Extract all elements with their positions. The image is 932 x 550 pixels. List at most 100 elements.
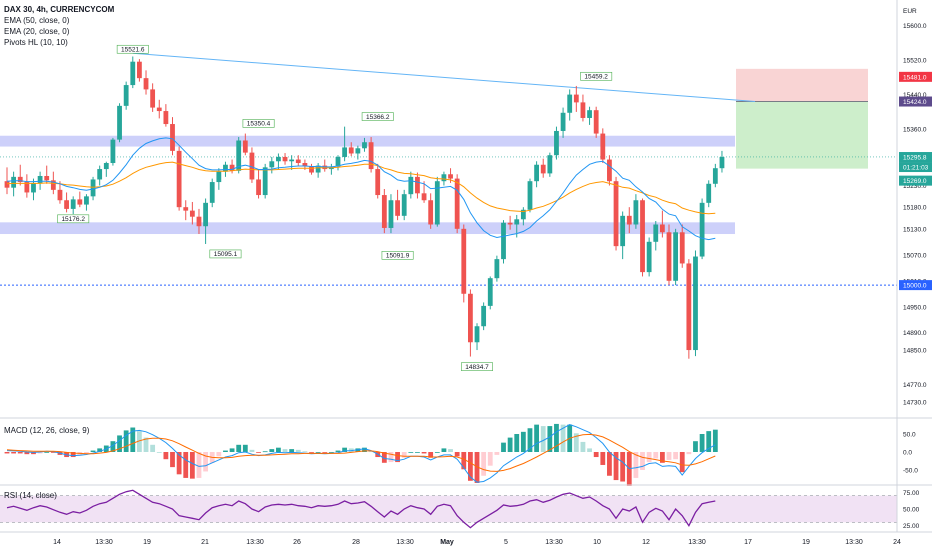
time-tick-1: 13:30: [95, 539, 113, 546]
macd-hist-83: [554, 423, 559, 452]
price-tick-6: 15130.0: [903, 226, 927, 233]
candle-body-36: [242, 140, 248, 153]
candle-body-2: [17, 176, 23, 183]
long-short-position[interactable]: [736, 68, 868, 169]
candle-body-0: [4, 181, 10, 188]
price-tick-4: 15230.0: [903, 183, 927, 190]
time-tick-17: 24: [893, 539, 901, 546]
candle-body-106: [706, 183, 712, 203]
last-price-label-bg: [899, 152, 932, 163]
pivot-box-2: [209, 249, 242, 259]
candle-body-51: [342, 147, 348, 157]
price-labels: 15481.0 15424.0 15295.8 01:21:03 15269.0 1500…: [899, 71, 932, 291]
macd-hist-70: [468, 452, 473, 481]
rsi-legend[interactable]: RSI (14, close): [4, 491, 57, 500]
macd-hist-5: [37, 452, 43, 454]
macd-hist-101: [673, 452, 679, 460]
candle-body-47: [315, 165, 321, 173]
entry-price-label-bg: [899, 96, 932, 107]
candle-body-67: [448, 174, 453, 179]
macd-hist-79: [527, 428, 533, 452]
macd-hist-21: [143, 437, 149, 452]
horizontal-line-15000[interactable]: [0, 156, 897, 286]
candle-body-55: [368, 142, 374, 170]
sr-zone-0: [0, 135, 735, 147]
candle-body-107: [712, 168, 718, 184]
macd-hist-43: [289, 449, 295, 452]
rsi-line: [6, 489, 716, 529]
rsi-tick-2: 25.00: [903, 523, 920, 530]
candle-body-70: [468, 293, 473, 343]
pivot-box-1: [57, 214, 90, 224]
candle-body-102: [679, 232, 685, 264]
macd-hist-27: [183, 452, 189, 478]
pivot-label-0: 15521.6: [121, 47, 145, 54]
macd-hist-58: [388, 452, 394, 463]
candle-body-15: [103, 163, 109, 170]
macd-hist-84: [560, 424, 566, 452]
candle-body-94: [626, 215, 632, 225]
time-tick-0: 14: [53, 539, 61, 546]
candle-body-41: [276, 156, 281, 162]
candle-body-89: [593, 110, 599, 134]
chart-legend: DAX 30, 4h, CURRENCYCOM EMA (50, close, …: [4, 4, 114, 48]
legend-ema20[interactable]: EMA (20, close, 0): [4, 27, 70, 36]
macd-hist-76: [507, 437, 513, 452]
macd-hist-49: [328, 452, 334, 453]
price-tick-13: 14730.0: [903, 400, 927, 407]
entry-price-label: 15424.0: [903, 99, 927, 106]
time-tick-9: 5: [504, 539, 508, 546]
legend-pivots[interactable]: Pivots HL (10, 10): [4, 38, 68, 47]
candle-body-78: [520, 209, 526, 220]
candle-body-44: [295, 159, 301, 164]
candle-body-30: [203, 202, 208, 227]
macd-hist-66: [441, 448, 447, 452]
candle-body-88: [587, 110, 592, 118]
trendline-segment: [132, 52, 756, 103]
macd-hist-16: [110, 441, 116, 452]
macd-hist-71: [474, 452, 480, 483]
pivot-label-4: 15366.2: [366, 114, 390, 121]
macd-hist-36: [242, 444, 248, 452]
candle-body-62: [415, 176, 420, 194]
macd-hist-86: [573, 433, 579, 452]
candle-body-83: [554, 130, 559, 156]
symbol-title[interactable]: DAX 30, 4h, CURRENCYCOM: [4, 5, 115, 14]
macd-hist-37: [249, 449, 255, 452]
macd-hist-77: [514, 434, 520, 452]
macd-hist-4: [31, 452, 36, 455]
candle-body-6: [44, 175, 50, 181]
rsi-tick-0: 75.00: [903, 490, 920, 497]
macd-hist-17: [117, 435, 122, 452]
candles: [4, 56, 725, 359]
legend-ema50[interactable]: EMA (50, close, 0): [4, 16, 70, 25]
price-tick-3: 15360.0: [903, 127, 927, 134]
candle-body-63: [421, 193, 427, 201]
ema20-line: [6, 137, 716, 241]
macd-hist-2: [17, 452, 23, 454]
macd-hist-90: [600, 452, 606, 465]
candle-body-46: [309, 166, 314, 173]
macd-hist-107: [712, 429, 718, 452]
price-tick-12: 14770.0: [903, 382, 927, 389]
candle-body-98: [653, 224, 659, 242]
candle-body-52: [348, 147, 354, 154]
macd-hist-99: [659, 452, 665, 463]
sr-zones: [0, 135, 735, 235]
candle-body-65: [434, 181, 440, 225]
candle-body-33: [223, 164, 228, 172]
macd-tick-1: 0.0: [903, 450, 912, 457]
candle-body-104: [693, 256, 698, 351]
candle-body-108: [719, 156, 725, 169]
macd-hist-78: [520, 431, 526, 452]
trendline[interactable]: [132, 52, 756, 103]
candle-body-82: [547, 155, 553, 174]
last-price-label: 15295.8: [903, 155, 927, 162]
macd-legend[interactable]: MACD (12, 26, close, 9): [4, 426, 90, 435]
macd-hist-88: [587, 448, 592, 452]
macd-pane: [4, 423, 718, 486]
candle-body-100: [666, 232, 672, 281]
pivot-box-4: [361, 112, 394, 121]
candle-body-29: [196, 216, 202, 227]
